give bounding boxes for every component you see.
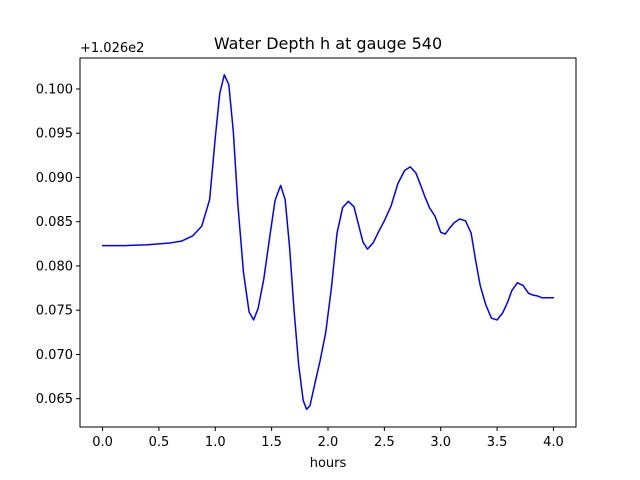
x-axis-label: hours — [310, 456, 347, 471]
x-tick-label: 1.5 — [261, 435, 282, 450]
y-tick-label: 0.080 — [36, 259, 73, 274]
series-line-0 — [101, 74, 555, 411]
x-tick-label: 3.5 — [487, 435, 508, 450]
y-tick-label: 0.075 — [36, 304, 73, 319]
x-tick-label: 3.0 — [430, 435, 451, 450]
y-tick-label: 0.065 — [36, 392, 73, 407]
x-tick-label: 0.0 — [92, 435, 113, 450]
y-tick-label: 0.090 — [36, 171, 73, 186]
series-layer — [101, 74, 555, 411]
x-axis-ticks: 0.0 0.5 1.0 1.5 2.0 2.5 3.0 3.5 4.0 — [92, 427, 564, 450]
x-tick-label: 2.5 — [374, 435, 395, 450]
y-tick-label: 0.070 — [36, 348, 73, 363]
y-axis-ticks: 0.065 0.070 0.075 0.080 0.085 0.090 0.095 0.100 — [36, 82, 80, 407]
y-tick-label: 0.095 — [36, 127, 73, 142]
x-tick-label: 2.0 — [318, 435, 339, 450]
x-tick-label: 4.0 — [543, 435, 564, 450]
y-tick-label: 0.100 — [36, 82, 73, 97]
chart-title: Water Depth h at gauge 540 — [214, 34, 442, 53]
y-tick-label: 0.085 — [36, 215, 73, 230]
y-axis-offset-label: +1.026e2 — [80, 41, 144, 56]
x-tick-label: 1.0 — [205, 435, 226, 450]
plot-area-frame — [79, 57, 577, 428]
x-tick-label: 0.5 — [149, 435, 170, 450]
